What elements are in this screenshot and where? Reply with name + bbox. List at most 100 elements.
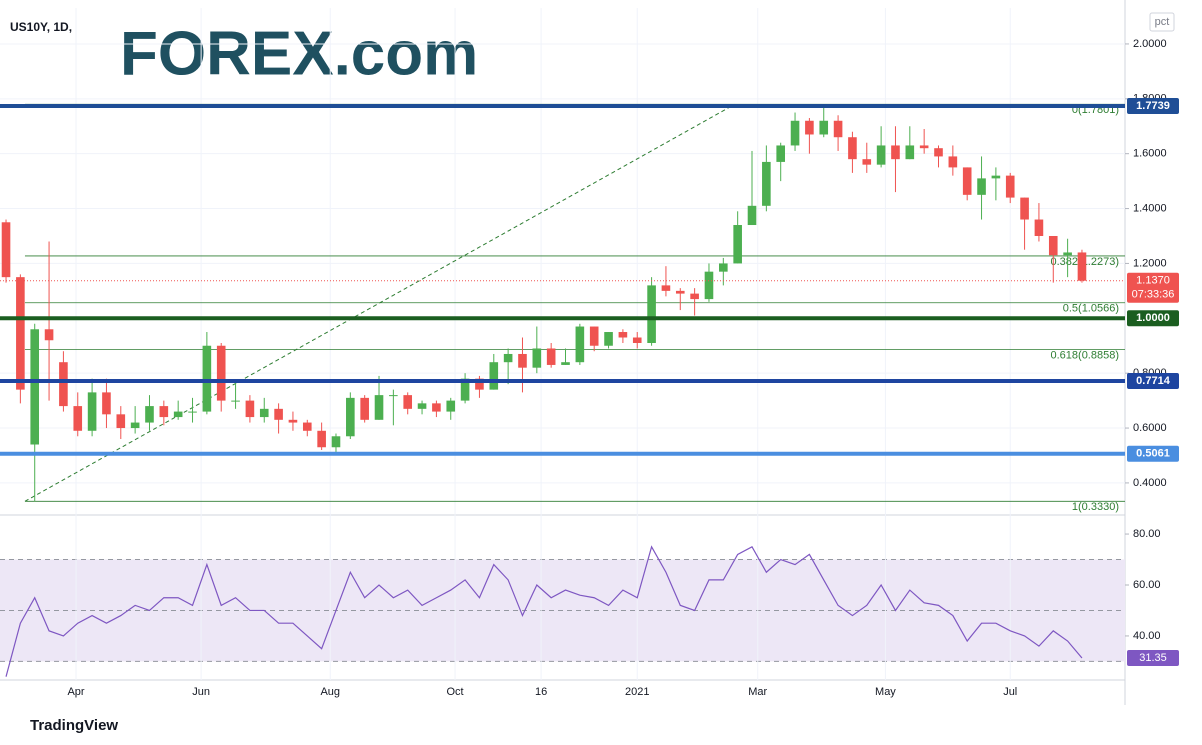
candle-body xyxy=(188,411,197,413)
fib-trend xyxy=(24,103,736,502)
level-label: 1.7739 xyxy=(1136,100,1170,112)
x-tick-label: Apr xyxy=(67,686,84,698)
candle-body xyxy=(44,329,54,341)
y-tick-label: 40.00 xyxy=(1133,630,1161,642)
candle-body xyxy=(274,408,283,420)
candle-body xyxy=(647,285,656,343)
candle-body xyxy=(432,403,441,412)
candle-body xyxy=(862,159,872,165)
candle-body xyxy=(16,277,25,390)
candle-body xyxy=(675,290,685,294)
candle-body xyxy=(1020,197,1029,220)
level-label-box xyxy=(1127,445,1179,462)
candle-body xyxy=(934,148,943,157)
candle-body xyxy=(288,419,298,423)
y-tick-label: 1.4000 xyxy=(1133,202,1167,214)
candle-body xyxy=(848,137,857,160)
x-tick-label: May xyxy=(875,686,896,698)
candle-body xyxy=(73,406,83,431)
candle-body xyxy=(173,411,183,418)
candle-body xyxy=(575,326,585,363)
unit-box xyxy=(1149,12,1175,32)
candle-body xyxy=(389,395,398,397)
x-tick-label: 16 xyxy=(535,686,547,698)
candle-body xyxy=(962,167,972,195)
level-label-box xyxy=(1127,310,1179,327)
candle-body xyxy=(661,285,671,291)
candle-body xyxy=(460,378,470,401)
candle-body xyxy=(102,392,111,415)
y-tick-label: 80.00 xyxy=(1133,528,1161,540)
candle-body xyxy=(1063,252,1072,256)
candle-body xyxy=(59,362,68,407)
candle-body xyxy=(833,120,843,138)
candle-body xyxy=(733,225,742,264)
candle-body xyxy=(762,161,771,206)
candle-body xyxy=(30,329,40,445)
candle-body xyxy=(489,362,499,390)
y-tick-label: 2.0000 xyxy=(1133,38,1167,50)
level-label-box xyxy=(1127,373,1179,390)
candle-body xyxy=(159,406,169,418)
candle-body xyxy=(374,395,384,420)
last-price-label: 1.1370 xyxy=(1136,275,1170,287)
level-label: 0.5061 xyxy=(1136,448,1170,460)
candle-body xyxy=(561,362,570,365)
y-tick-label: 1.6000 xyxy=(1133,148,1167,160)
fib-label: 0.5(1.0566) xyxy=(1063,303,1119,315)
candle-body xyxy=(403,395,413,409)
candle-body xyxy=(1034,219,1044,236)
candle-body xyxy=(1048,235,1058,256)
grid xyxy=(0,8,1125,680)
candle-body xyxy=(805,120,814,135)
candle-body xyxy=(145,406,154,423)
fib-label: 1(0.3330) xyxy=(1072,501,1119,513)
logo: FOREX.com xyxy=(120,19,478,88)
unit: pct xyxy=(1155,16,1170,28)
candle-body xyxy=(532,348,542,368)
candle-body xyxy=(518,353,527,368)
candle-body xyxy=(747,205,757,226)
candle-body xyxy=(589,326,599,346)
candle-body xyxy=(1077,252,1087,281)
candle-body xyxy=(905,145,915,160)
candle-body xyxy=(977,178,986,195)
fib-label: 0.618(0.8858) xyxy=(1051,350,1120,362)
level-label: 1.0000 xyxy=(1136,312,1170,324)
candle-body xyxy=(790,120,800,146)
candle-body xyxy=(245,400,255,418)
candle-body xyxy=(202,345,212,412)
rsi-value-label: 31.35 xyxy=(1139,652,1167,664)
candle-body xyxy=(618,332,628,338)
candle-body xyxy=(317,430,326,448)
candle-body xyxy=(876,145,886,165)
candle-body xyxy=(991,175,1001,179)
countdown: 07:33:36 xyxy=(1132,289,1175,301)
candle-body xyxy=(690,293,699,300)
rsi-line xyxy=(5,545,1083,677)
symbol: US10Y, 1D, xyxy=(10,20,72,34)
candle-body xyxy=(346,397,355,437)
footer: TradingView xyxy=(30,717,118,734)
x-tick-label: Aug xyxy=(320,686,340,698)
candle-body xyxy=(719,263,728,272)
level-label-box xyxy=(1127,97,1179,114)
candle-body xyxy=(87,392,97,431)
candle-body xyxy=(360,397,369,420)
candle-body xyxy=(546,348,556,365)
candle-body xyxy=(1,222,11,278)
candle-body xyxy=(819,120,829,135)
candle-body xyxy=(704,271,714,300)
candle-body xyxy=(604,332,613,346)
y-tick-label: 1.2000 xyxy=(1133,257,1167,269)
candle-body xyxy=(891,145,900,160)
candle-body xyxy=(446,400,456,412)
candle-body xyxy=(116,414,126,429)
level-label: 0.7714 xyxy=(1136,375,1171,387)
candle-body xyxy=(302,422,312,431)
x-tick-label: Oct xyxy=(446,686,463,698)
candle-body xyxy=(632,337,642,343)
candle-body xyxy=(130,422,140,429)
y-tick-label: 60.00 xyxy=(1133,579,1161,591)
candle-body xyxy=(259,408,269,418)
